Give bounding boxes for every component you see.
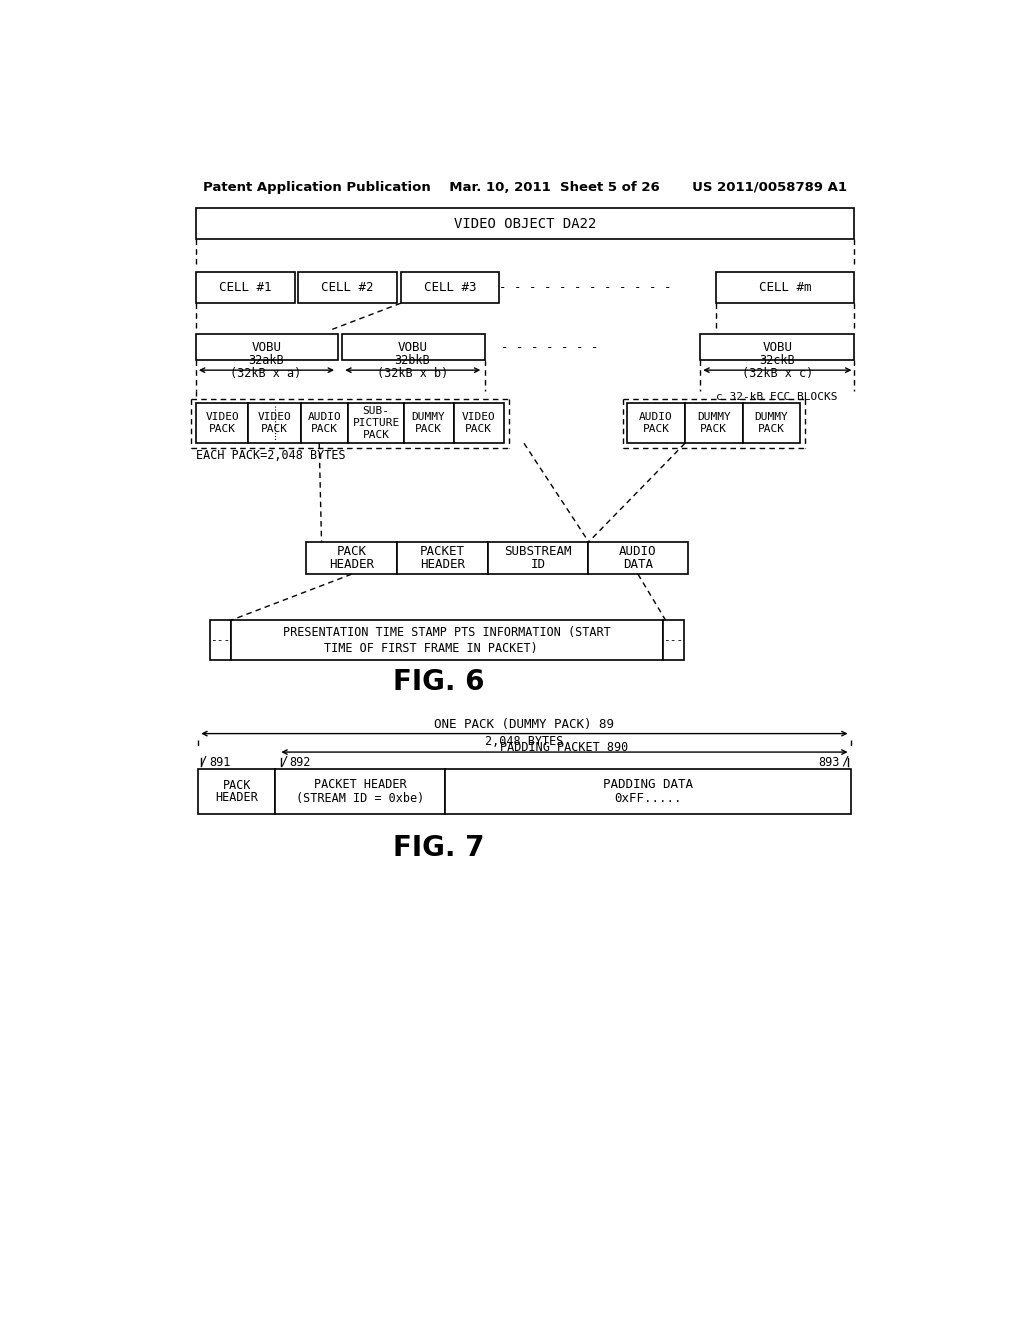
Text: DATA: DATA	[623, 557, 653, 570]
Bar	[210, 620, 230, 660]
Text: PACK: PACK	[209, 425, 236, 434]
Bar	[348, 404, 403, 444]
Text: AUDIO: AUDIO	[308, 412, 341, 422]
Text: ID: ID	[530, 557, 546, 570]
Text: AUDIO: AUDIO	[639, 412, 673, 422]
Text: HEADER: HEADER	[329, 557, 374, 570]
Text: PACK: PACK	[700, 425, 727, 434]
Bar	[199, 770, 275, 813]
Bar	[400, 272, 500, 304]
Bar	[588, 543, 688, 574]
Text: (32kB x b): (32kB x b)	[377, 367, 449, 380]
Text: - - - - - - -: - - - - - - -	[502, 341, 599, 354]
Text: FIG. 7: FIG. 7	[393, 834, 484, 862]
Text: 0xFF.....: 0xFF.....	[613, 792, 681, 805]
Text: VIDEO: VIDEO	[462, 412, 496, 422]
Text: (STREAM ID = 0xbe): (STREAM ID = 0xbe)	[296, 792, 424, 805]
Text: EACH PACK=2,048 BYTES: EACH PACK=2,048 BYTES	[196, 449, 346, 462]
Text: ---: ---	[210, 635, 230, 645]
Text: CELL #3: CELL #3	[424, 281, 476, 294]
Text: 2,048 BYTES: 2,048 BYTES	[485, 735, 563, 748]
Bar	[444, 770, 851, 813]
Text: PACK: PACK	[311, 425, 338, 434]
Text: 892: 892	[289, 756, 310, 770]
Text: 32ckB: 32ckB	[760, 354, 796, 367]
Text: CELL #m: CELL #m	[759, 281, 811, 294]
Text: PACK: PACK	[643, 425, 670, 434]
Bar	[454, 404, 504, 444]
Bar	[685, 404, 742, 444]
Text: VOBU: VOBU	[398, 341, 428, 354]
Bar	[403, 404, 454, 444]
Text: SUB-: SUB-	[362, 407, 390, 416]
Text: c 32-kB ECC BLOCKS: c 32-kB ECC BLOCKS	[716, 392, 838, 403]
Text: - - - - - - - - - - - -: - - - - - - - - - - - -	[499, 281, 671, 294]
Text: 893: 893	[818, 756, 840, 770]
Bar	[275, 770, 444, 813]
Text: /: /	[280, 754, 288, 767]
Bar	[196, 272, 295, 304]
Text: 891: 891	[209, 756, 230, 770]
Bar	[716, 272, 854, 304]
Text: 32bkB: 32bkB	[394, 354, 430, 367]
Text: /: /	[842, 754, 849, 767]
Bar	[742, 404, 801, 444]
Text: DUMMY: DUMMY	[755, 412, 788, 422]
Text: VIDEO: VIDEO	[206, 412, 239, 422]
Text: PACKET: PACKET	[420, 545, 465, 558]
Text: PACK: PACK	[222, 779, 251, 792]
Text: PACK: PACK	[415, 425, 442, 434]
Text: ---: ---	[664, 635, 684, 645]
Bar	[196, 334, 339, 360]
Text: PACK: PACK	[337, 545, 367, 558]
Bar	[196, 209, 854, 239]
Text: CELL #1: CELL #1	[219, 281, 271, 294]
Text: 32akB: 32akB	[248, 354, 284, 367]
Text: VOBU: VOBU	[252, 341, 282, 354]
Bar	[196, 404, 249, 444]
Bar	[397, 543, 487, 574]
Text: PADDING PACKET 890: PADDING PACKET 890	[501, 741, 629, 754]
Bar	[298, 272, 397, 304]
Bar	[230, 620, 664, 660]
Text: FIG. 6: FIG. 6	[393, 668, 484, 696]
Bar	[342, 334, 484, 360]
Text: VIDEO: VIDEO	[258, 412, 292, 422]
Text: CELL #2: CELL #2	[322, 281, 374, 294]
Text: VIDEO OBJECT DA22: VIDEO OBJECT DA22	[454, 216, 596, 231]
Text: DUMMY: DUMMY	[697, 412, 731, 422]
Text: DUMMY: DUMMY	[412, 412, 445, 422]
Text: AUDIO: AUDIO	[620, 545, 656, 558]
Text: TIME OF FIRST FRAME IN PACKET): TIME OF FIRST FRAME IN PACKET)	[324, 642, 538, 655]
Bar	[664, 620, 684, 660]
Text: SUBSTREAM: SUBSTREAM	[504, 545, 571, 558]
Text: HEADER: HEADER	[420, 557, 465, 570]
Text: PACK: PACK	[465, 425, 493, 434]
Bar	[700, 334, 854, 360]
Bar	[306, 543, 397, 574]
Text: HEADER: HEADER	[215, 791, 258, 804]
Bar	[628, 404, 685, 444]
Text: VOBU: VOBU	[762, 341, 793, 354]
Text: PACK: PACK	[362, 430, 390, 440]
Text: PADDING DATA: PADDING DATA	[602, 777, 692, 791]
Text: Patent Application Publication    Mar. 10, 2011  Sheet 5 of 26       US 2011/005: Patent Application Publication Mar. 10, …	[203, 181, 847, 194]
Text: (32kB x c): (32kB x c)	[741, 367, 813, 380]
Bar	[301, 404, 348, 444]
Text: PRESENTATION TIME STAMP PTS INFORMATION (START: PRESENTATION TIME STAMP PTS INFORMATION …	[284, 626, 611, 639]
Text: (32kB x a): (32kB x a)	[230, 367, 302, 380]
Text: PACKET HEADER: PACKET HEADER	[313, 777, 407, 791]
Bar	[249, 404, 301, 444]
Text: /: /	[200, 754, 207, 767]
Bar	[487, 543, 588, 574]
Text: PACK: PACK	[261, 425, 288, 434]
Text: ONE PACK (DUMMY PACK) 89: ONE PACK (DUMMY PACK) 89	[434, 718, 614, 731]
Text: PICTURE: PICTURE	[352, 418, 399, 428]
Text: PACK: PACK	[758, 425, 785, 434]
